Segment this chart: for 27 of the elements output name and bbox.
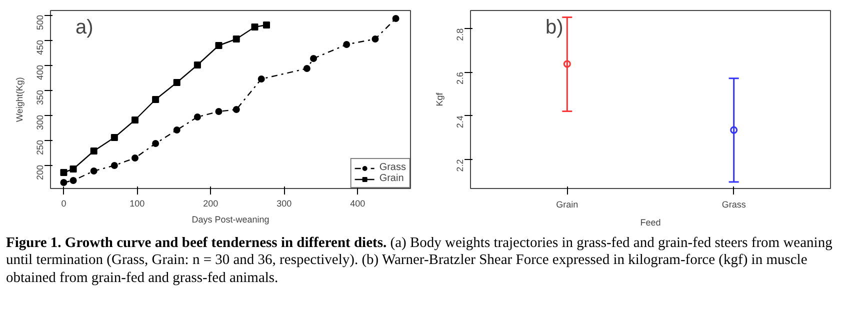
x-tick-label: 200	[203, 198, 218, 208]
y-tick-label: 300	[35, 114, 45, 130]
y-axis-title: Weight(Kg)	[14, 77, 24, 122]
y-tick-label: 250	[35, 140, 45, 156]
legend-label: Grain	[379, 173, 404, 184]
y-tick-label: 450	[35, 40, 45, 56]
x-axis-title: Feed	[640, 218, 661, 228]
y-tick-label: 500	[35, 14, 45, 30]
annotation: a)	[76, 16, 94, 38]
legend-label: Grass	[379, 162, 406, 173]
text: Figure 1. Growth curve and beef tenderness in different diets.	[6, 235, 387, 251]
x-tick-label: 300	[276, 198, 292, 208]
x-tick-label: 100	[130, 198, 145, 208]
y-tick-label: 200	[35, 164, 45, 180]
x-axis-title: Days Post-weaning	[192, 214, 270, 224]
y-tick-label: 2.8	[455, 28, 465, 41]
y-tick-label: 400	[35, 64, 45, 80]
x-tick-label: 0	[61, 198, 66, 208]
x-tick-label: Grain	[556, 200, 578, 210]
annotation: b)	[546, 16, 564, 38]
x-tick-label: 400	[350, 198, 366, 208]
x-tick-label: Grass	[722, 200, 746, 210]
y-tick-label: 2.4	[455, 116, 465, 128]
y-tick-label: 2.2	[455, 159, 465, 172]
y-axis-title: Kgf	[434, 92, 444, 106]
y-tick-label: 2.6	[455, 72, 465, 85]
y-tick-label: 350	[35, 90, 45, 106]
